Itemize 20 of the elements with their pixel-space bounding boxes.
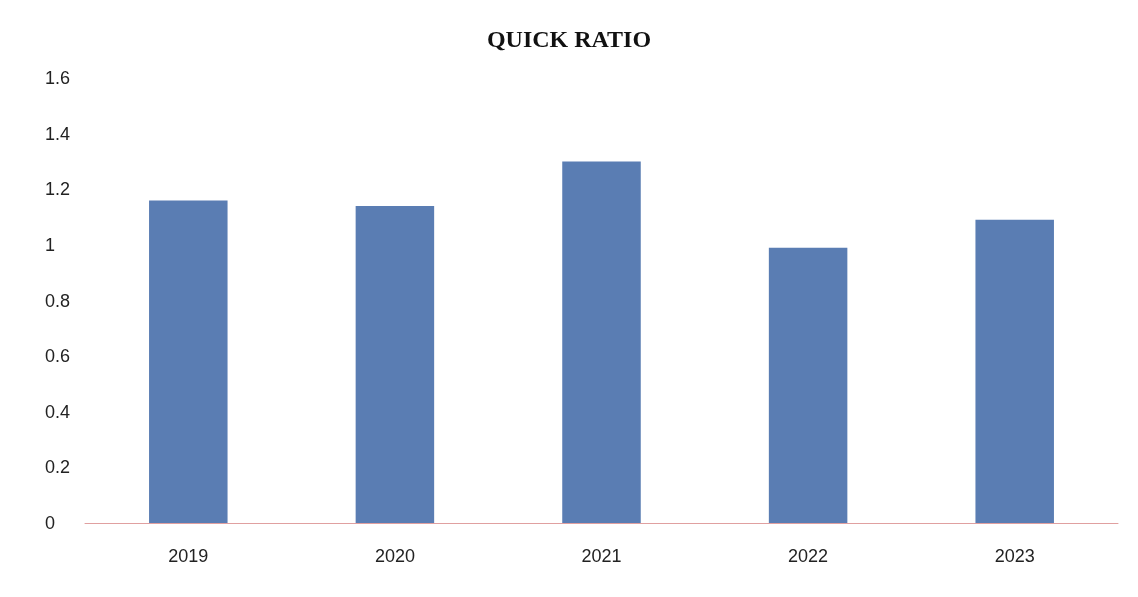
- x-tick-label: 2022: [788, 546, 829, 566]
- x-tick-label: 2019: [168, 546, 209, 566]
- x-tick-label: 2021: [581, 546, 622, 566]
- y-tick-label: 0.4: [45, 401, 71, 422]
- y-tick-label: 0: [45, 513, 56, 533]
- bar: [562, 161, 641, 523]
- y-tick-label: 0.6: [45, 346, 71, 367]
- y-tick-label: 1.4: [45, 123, 71, 144]
- bar: [149, 200, 228, 523]
- x-tick-label: 2023: [994, 546, 1035, 566]
- x-tick-label: 2020: [374, 546, 415, 566]
- bar: [355, 205, 435, 523]
- y-tick-label: 1: [45, 234, 56, 255]
- bar: [975, 219, 1054, 523]
- chart-title: QUICK RATIO: [486, 26, 652, 52]
- bar: [768, 247, 848, 523]
- y-tick-label: 1.6: [45, 68, 71, 88]
- y-tick-label: 1.2: [45, 179, 71, 200]
- y-tick-label: 0.8: [45, 290, 71, 311]
- y-tick-label: 0.2: [45, 457, 71, 478]
